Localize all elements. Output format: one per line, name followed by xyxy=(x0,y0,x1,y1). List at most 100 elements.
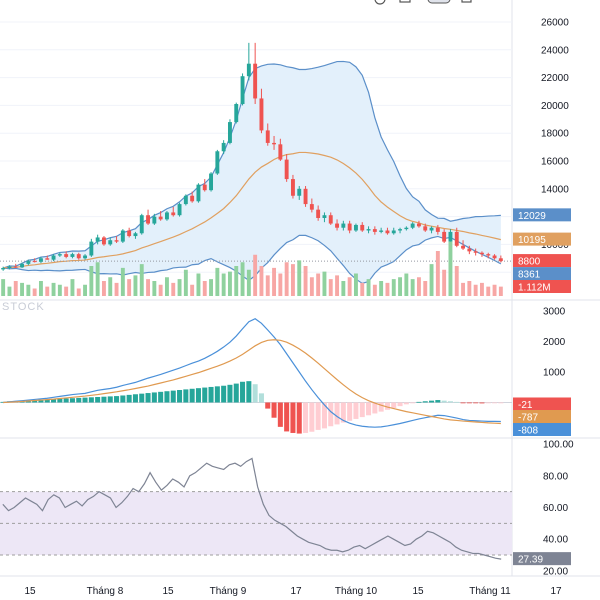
volume-bar xyxy=(416,277,421,296)
macd-histogram-bar xyxy=(246,381,252,403)
candle-body xyxy=(467,248,472,252)
candle-body xyxy=(108,240,113,245)
last-value-badges: 12029 10195 8800 8361 1.112M -21 -787 -808 27.39 xyxy=(513,208,571,566)
volume-bar xyxy=(89,266,94,296)
volume-bar xyxy=(120,267,125,296)
volume-bar xyxy=(209,279,214,296)
candle-body xyxy=(423,226,428,231)
settings-icon[interactable] xyxy=(374,0,386,5)
macd-signal-badge: -787 xyxy=(518,413,538,424)
rsi-panel xyxy=(0,457,512,560)
volume-bar xyxy=(190,284,195,296)
candle-body xyxy=(240,76,245,105)
candle-body xyxy=(13,266,18,268)
macd-histogram-bar xyxy=(271,402,277,418)
fullscreen-icon[interactable] xyxy=(461,0,472,3)
candle-body xyxy=(202,184,207,191)
candle-body xyxy=(316,209,321,218)
price-tick-label: 22000 xyxy=(541,73,569,84)
volume-bar xyxy=(32,288,37,296)
volume-bar xyxy=(410,279,415,296)
bb-upper-badge-bg xyxy=(513,208,571,222)
volume-bar xyxy=(322,271,327,296)
candle-body xyxy=(265,130,270,143)
candle-body xyxy=(177,204,182,216)
macd-histogram-bar xyxy=(82,397,88,403)
volume-bar xyxy=(335,275,340,296)
macd-histogram-bar xyxy=(372,402,378,414)
candle-body xyxy=(70,254,75,257)
candle-body xyxy=(32,261,37,263)
candle-body xyxy=(1,268,6,270)
candle-body xyxy=(183,195,188,205)
candle-body xyxy=(379,230,384,232)
volume-bar xyxy=(76,288,81,296)
macd-histogram-bar xyxy=(95,397,101,403)
candle-body xyxy=(139,215,144,234)
camera-icon[interactable] xyxy=(399,0,411,3)
volume-bar xyxy=(391,279,396,296)
macd-tick-label: 2000 xyxy=(543,337,566,348)
macd-histogram-bar xyxy=(303,402,309,433)
rsi-line xyxy=(2,457,502,560)
candle-body xyxy=(290,179,295,196)
volume-bar xyxy=(429,264,434,296)
macd-histogram-bar xyxy=(240,381,246,403)
volume-bar xyxy=(20,282,25,296)
x-tick-label: Tháng 11 xyxy=(469,586,511,597)
macd-line-badge: -808 xyxy=(518,426,538,437)
candle-body xyxy=(133,233,138,237)
volume-bar xyxy=(435,251,440,296)
macd-histogram-bar xyxy=(214,386,220,403)
macd-histogram-bar xyxy=(410,402,416,404)
volume-bar xyxy=(479,282,484,296)
volume-bar xyxy=(246,269,251,296)
volume-bar xyxy=(234,266,239,296)
macd-tick-label: 1000 xyxy=(543,368,566,379)
macd-histogram-bar xyxy=(290,402,296,433)
candle-body xyxy=(234,104,239,123)
candle-body xyxy=(57,254,62,256)
macd-histogram-bar xyxy=(69,398,75,403)
macd-histogram-bar xyxy=(347,402,353,421)
macd-histogram-bar xyxy=(252,384,258,403)
macd-histogram-bar xyxy=(145,393,151,403)
volume-bar xyxy=(51,282,56,296)
volume-bar xyxy=(1,279,6,296)
candle-body xyxy=(164,212,169,220)
volume-bar xyxy=(108,277,113,296)
macd-histogram-bar xyxy=(284,402,290,432)
volume-bar xyxy=(83,284,88,296)
price-tick-label: 16000 xyxy=(541,157,569,168)
macd-histogram-bar xyxy=(378,402,384,412)
candle-body xyxy=(366,229,371,231)
volume-bar xyxy=(183,269,188,296)
macd-histogram-bar xyxy=(485,402,491,404)
macd-histogram-bar xyxy=(114,396,120,403)
macd-histogram-bar xyxy=(233,383,239,403)
candle-body xyxy=(372,229,377,232)
x-tick-label: 17 xyxy=(550,586,562,597)
volume-bar xyxy=(442,269,447,296)
macd-histogram-bar xyxy=(57,398,63,403)
moving-average-line xyxy=(3,151,501,269)
candle-body xyxy=(215,151,220,174)
macd-histogram-bar xyxy=(44,399,50,403)
macd-histogram-bar xyxy=(202,387,208,403)
volume-bar xyxy=(240,262,245,296)
candles xyxy=(1,42,503,271)
toggle-icon[interactable] xyxy=(427,0,451,4)
candle-body xyxy=(360,224,365,231)
macd-histogram-bar xyxy=(258,393,264,403)
candle-body xyxy=(101,237,106,245)
volume-bar xyxy=(328,279,333,296)
candle-body xyxy=(272,142,277,145)
candle-body xyxy=(158,216,163,220)
macd-histogram-bar xyxy=(359,402,365,418)
macd-histogram-bar xyxy=(353,402,359,419)
macd-histogram-bar xyxy=(321,402,327,429)
macd-histogram-bar xyxy=(466,402,472,404)
volume-bar xyxy=(221,273,226,296)
candle-body xyxy=(26,261,31,264)
macd-histogram-bar xyxy=(265,402,271,409)
